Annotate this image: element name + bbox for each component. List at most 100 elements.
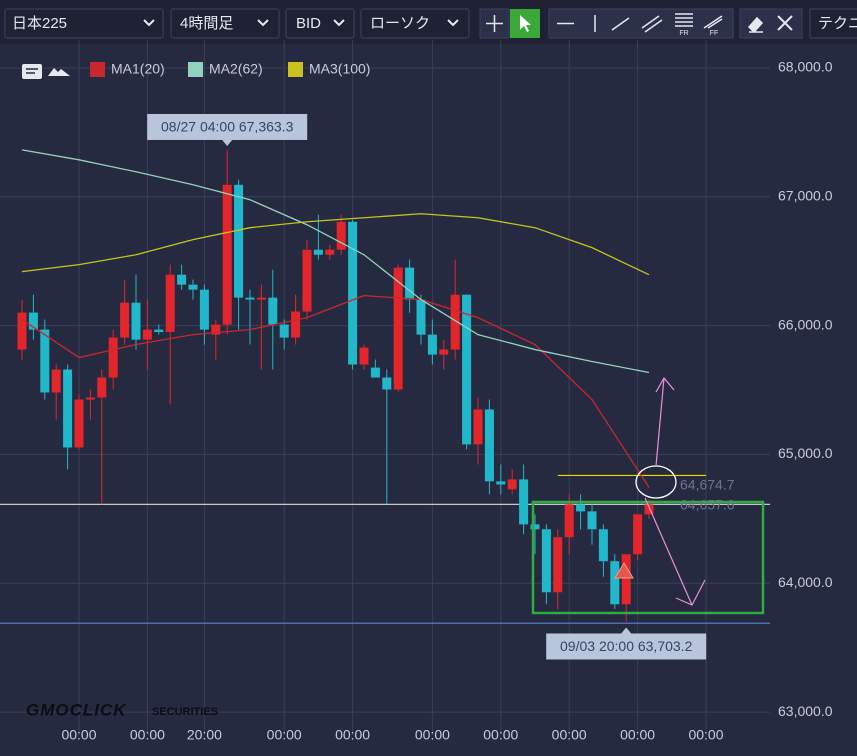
line-tools[interactable]: FR FF — [548, 8, 734, 39]
candle-body — [621, 554, 631, 605]
candle-body — [484, 409, 494, 482]
x-tick-label: 00:00 — [688, 727, 723, 743]
candle-body — [507, 479, 517, 490]
candle-body — [473, 409, 483, 445]
candle-body — [313, 249, 323, 255]
candle-body — [610, 561, 620, 605]
candle-body — [439, 349, 449, 355]
ff-label: FF — [710, 30, 719, 37]
candle-body — [268, 297, 278, 325]
icon — [486, 15, 503, 32]
button-group — [548, 8, 734, 39]
candle-body — [553, 537, 563, 593]
candle-body — [154, 329, 164, 333]
icon — [557, 15, 663, 33]
y-tick-label: 68,000.0 — [778, 59, 833, 75]
candle-body — [370, 367, 380, 378]
mountain-icon[interactable] — [48, 68, 70, 76]
comment-icon[interactable] — [22, 64, 42, 79]
annotation-pointer — [621, 627, 632, 634]
button-group — [739, 8, 803, 39]
drawn-label: 64,674.7 — [680, 477, 735, 493]
x-tick-label: 00:00 — [61, 727, 96, 743]
annotation-box — [546, 633, 707, 660]
candle-body — [245, 297, 255, 300]
annotation-label: 09/03 20:00 63,703.2 — [560, 638, 693, 654]
select-box — [170, 8, 280, 39]
candle-body — [416, 299, 426, 335]
candle-body — [165, 274, 175, 333]
crosshair-button[interactable] — [479, 8, 510, 39]
select-box — [360, 8, 470, 39]
legend-label: MA1(20) — [111, 61, 165, 77]
plot: 63,000.0 64,000.0 65,000.0 66,000.0 67,000.0… — [0, 40, 833, 743]
timeframe: 4時間足 — [180, 15, 233, 32]
annotation-pointer — [222, 139, 233, 146]
icon — [520, 15, 531, 32]
candle-body — [97, 377, 107, 398]
annotation-label: 08/27 04:00 67,363.3 — [161, 119, 294, 135]
x-tick-label: 00:00 — [415, 727, 450, 743]
logo: GMOCLICK SECURITIES — [26, 700, 218, 719]
candle-body — [291, 311, 301, 338]
ma-line — [21, 213, 650, 276]
candle-body — [108, 337, 118, 378]
style-select[interactable]: ローソク — [360, 8, 470, 39]
x-tick-label: 00:00 — [130, 727, 165, 743]
candle-body — [530, 524, 540, 530]
fr-label: FR — [679, 30, 688, 37]
y-tick-label: 66,000.0 — [778, 316, 833, 332]
icon — [703, 15, 723, 29]
eraser-tools[interactable] — [739, 8, 803, 39]
ma-line — [21, 149, 650, 374]
select-box — [4, 8, 164, 39]
y-tick-label: 65,000.0 — [778, 445, 833, 461]
legend-swatch — [188, 62, 203, 77]
candle-body — [427, 334, 437, 355]
x-tick-label: 00:00 — [267, 727, 302, 743]
chart-style: ローソク — [370, 15, 430, 32]
candle-body — [598, 529, 608, 562]
candle-body — [120, 302, 130, 338]
x-tick-label: 00:00 — [483, 727, 518, 743]
candle-body — [644, 504, 654, 515]
caret — [333, 19, 345, 27]
timeframe-select[interactable]: 4時間足 — [170, 8, 280, 39]
candle-body — [633, 514, 643, 555]
symbol-select[interactable]: 日本225 — [4, 8, 164, 39]
x-tick-label: 20:00 — [187, 727, 222, 743]
candle-body — [142, 329, 152, 340]
annotation-box — [147, 113, 308, 140]
box-drawing — [531, 500, 765, 615]
logo-brand: GMOCLICK — [26, 700, 127, 719]
legend-label: MA2(62) — [209, 61, 263, 77]
candle-body — [279, 324, 289, 338]
candle-body — [28, 312, 38, 330]
candle-body — [177, 274, 187, 285]
price-select[interactable]: BID — [285, 8, 355, 39]
x-tick-label: 00:00 — [620, 727, 655, 743]
candle-body — [131, 302, 141, 340]
candle-body — [576, 504, 586, 512]
x-tick-label: 00:00 — [552, 727, 587, 743]
candle-body — [450, 294, 460, 350]
button — [809, 8, 857, 39]
candle-body — [302, 249, 312, 312]
candle-body — [211, 324, 221, 335]
y-tick-label: 63,000.0 — [778, 703, 833, 719]
candle-body — [17, 312, 27, 350]
legend-swatch — [288, 62, 303, 77]
tech-label: テクニ — [818, 15, 857, 32]
tech-button[interactable]: テクニ — [809, 8, 857, 39]
icon — [747, 16, 764, 34]
drawn-label: 64,657.6 — [680, 497, 735, 513]
candle-body — [336, 221, 346, 250]
candle-body — [564, 504, 574, 538]
candle-body — [188, 284, 198, 290]
cursor-button[interactable] — [510, 9, 540, 38]
price: BID — [296, 15, 321, 32]
candle-body — [348, 221, 358, 365]
candle-body — [74, 399, 84, 448]
icon — [26, 68, 38, 74]
